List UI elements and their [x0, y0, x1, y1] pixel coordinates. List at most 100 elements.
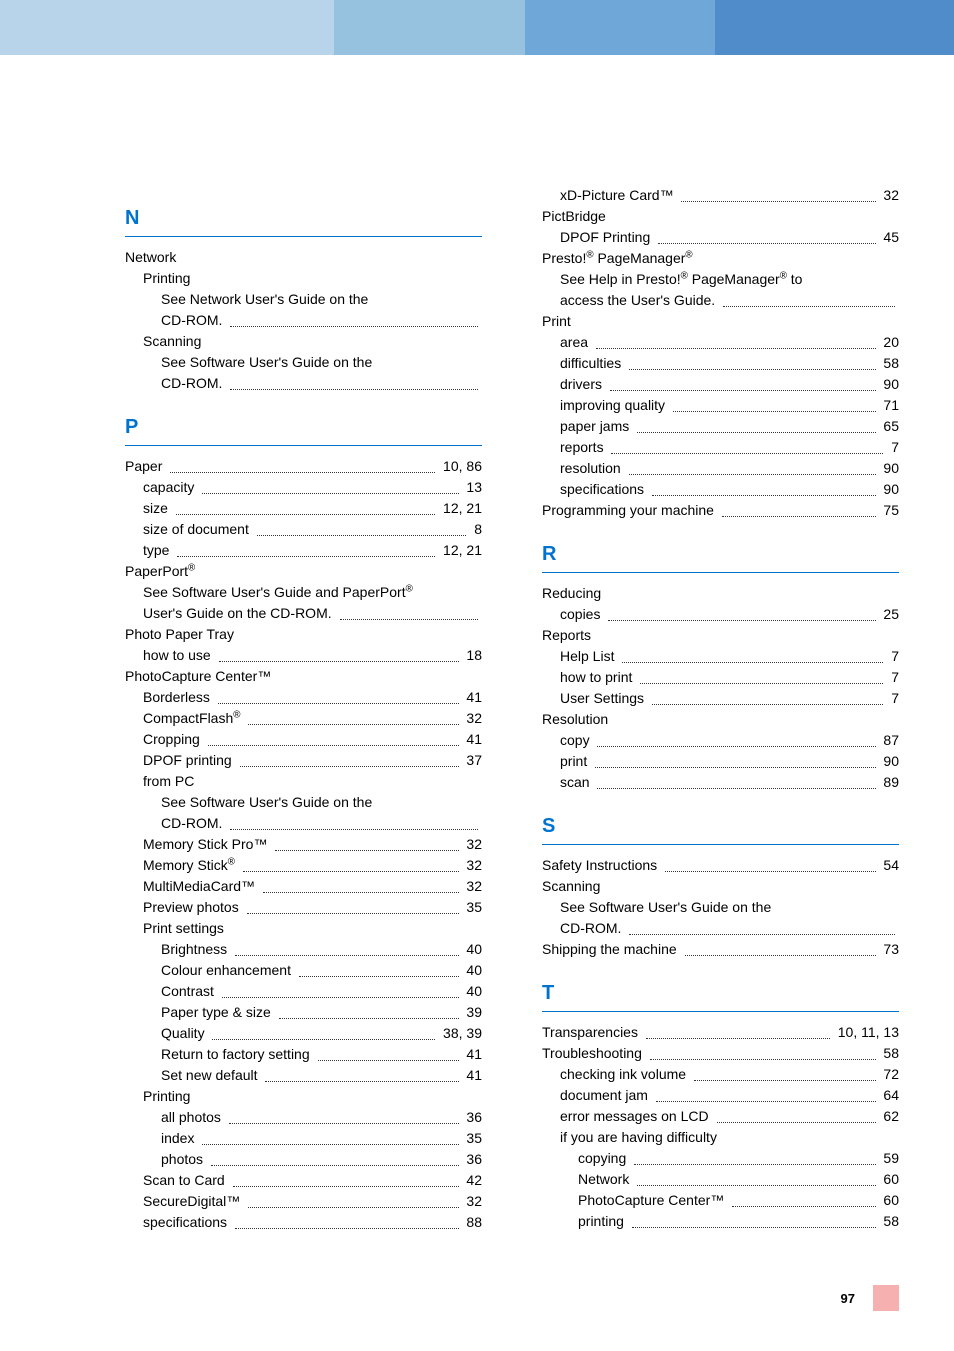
index-entry-page: 60 — [880, 1190, 899, 1211]
index-entry: Memory Stick® 32 — [125, 855, 482, 876]
index-entry: Set new default 41 — [125, 1065, 482, 1086]
index-entry-label: size — [143, 498, 172, 519]
index-entry-page: 88 — [463, 1212, 482, 1233]
index-entry: Quality 38, 39 — [125, 1023, 482, 1044]
index-entry-page: 32 — [463, 834, 482, 855]
index-entry-page: 90 — [880, 479, 899, 500]
index-entry-label: document jam — [560, 1085, 652, 1106]
index-entry-page: 39 — [463, 1002, 482, 1023]
index-entry-page: 64 — [880, 1085, 899, 1106]
index-text: See Software User's Guide on the — [125, 352, 482, 373]
index-entry: User's Guide on the CD-ROM. — [125, 603, 482, 624]
leader-dots — [263, 876, 459, 893]
index-entry: reports 7 — [542, 437, 899, 458]
index-entry-page: 32 — [463, 876, 482, 897]
index-entry-page: 71 — [880, 395, 899, 416]
index-entry-label: Network — [578, 1169, 633, 1190]
index-entry-label: CD-ROM. — [161, 373, 226, 394]
index-entry-label: type — [143, 540, 173, 561]
index-entry-page: 7 — [887, 646, 899, 667]
leader-dots — [240, 750, 459, 767]
index-entry: size of document 8 — [125, 519, 482, 540]
index-entry: difficulties 58 — [542, 353, 899, 374]
leader-dots — [597, 730, 875, 747]
index-entry-page: 7 — [887, 688, 899, 709]
leader-dots — [652, 688, 883, 705]
index-entry-label: improving quality — [560, 395, 669, 416]
index-entry-label: copies — [560, 604, 604, 625]
index-entry-label: xD-Picture Card™ — [560, 185, 677, 206]
leader-dots — [595, 751, 875, 768]
index-entry: paper jams 65 — [542, 416, 899, 437]
index-text: See Software User's Guide and PaperPort® — [125, 582, 482, 603]
index-entry-page: 90 — [880, 458, 899, 479]
index-entry-label: Brightness — [161, 939, 231, 960]
index-entry-label: Safety Instructions — [542, 855, 661, 876]
leader-dots — [629, 918, 895, 935]
leader-dots — [212, 1023, 435, 1040]
index-entry-label: Return to factory setting — [161, 1044, 314, 1065]
index-entry: Paper type & size 39 — [125, 1002, 482, 1023]
left-column: NNetworkPrintingSee Network User's Guide… — [125, 185, 482, 1233]
index-entry-label: Borderless — [143, 687, 214, 708]
index-heading: Printing — [125, 268, 482, 289]
index-entry-page: 40 — [463, 981, 482, 1002]
leader-dots — [656, 1085, 876, 1102]
index-entry: Troubleshooting 58 — [542, 1043, 899, 1064]
index-heading: Network — [125, 247, 482, 268]
index-entry: Contrast 40 — [125, 981, 482, 1002]
index-entry-page: 90 — [880, 374, 899, 395]
index-entry-label: Programming your machine — [542, 500, 718, 521]
header-segment — [334, 0, 525, 55]
section-rule — [542, 844, 899, 845]
index-heading: Scanning — [542, 876, 899, 897]
index-entry-page: 32 — [463, 1191, 482, 1212]
header-band — [0, 0, 954, 55]
leader-dots — [279, 1002, 459, 1019]
index-heading: PhotoCapture Center™ — [125, 666, 482, 687]
index-entry: document jam 64 — [542, 1085, 899, 1106]
index-entry: Colour enhancement 40 — [125, 960, 482, 981]
leader-dots — [299, 960, 459, 977]
index-entry-label: Colour enhancement — [161, 960, 295, 981]
leader-dots — [235, 939, 458, 956]
leader-dots — [640, 667, 883, 684]
index-entry-label: specifications — [143, 1212, 231, 1233]
leader-dots — [685, 939, 876, 956]
index-entry: how to use 18 — [125, 645, 482, 666]
leader-dots — [230, 310, 478, 327]
index-heading: PictBridge — [542, 206, 899, 227]
leader-dots — [637, 416, 875, 433]
index-text: See Software User's Guide on the — [542, 897, 899, 918]
index-entry-label: User's Guide on the CD-ROM. — [143, 603, 336, 624]
index-entry: Programming your machine 75 — [542, 500, 899, 521]
index-heading: Reducing — [542, 583, 899, 604]
index-entry: CompactFlash® 32 — [125, 708, 482, 729]
index-entry-label: scan — [560, 772, 593, 793]
index-entry-label: capacity — [143, 477, 198, 498]
index-page: NNetworkPrintingSee Network User's Guide… — [0, 0, 954, 1351]
leader-dots — [202, 1128, 458, 1145]
index-entry-label: Shipping the machine — [542, 939, 681, 960]
index-text: See Software User's Guide on the — [125, 792, 482, 813]
index-entry-page: 45 — [880, 227, 899, 248]
leader-dots — [652, 479, 876, 496]
leader-dots — [218, 687, 459, 704]
leader-dots — [248, 1191, 458, 1208]
index-entry-page: 25 — [880, 604, 899, 625]
leader-dots — [632, 1211, 876, 1228]
leader-dots — [235, 1212, 459, 1229]
index-entry: DPOF Printing 45 — [542, 227, 899, 248]
index-entry-label: resolution — [560, 458, 625, 479]
index-entry-page: 12, 21 — [439, 540, 482, 561]
index-entry-label: paper jams — [560, 416, 633, 437]
leader-dots — [732, 1190, 875, 1207]
index-entry-label: Scan to Card — [143, 1170, 229, 1191]
leader-dots — [634, 1148, 875, 1165]
index-entry-page: 41 — [463, 1044, 482, 1065]
leader-dots — [681, 185, 875, 202]
index-entry: resolution 90 — [542, 458, 899, 479]
index-entry-label: CD-ROM. — [560, 918, 625, 939]
section-letter: N — [125, 203, 482, 233]
index-entry-label: Set new default — [161, 1065, 261, 1086]
